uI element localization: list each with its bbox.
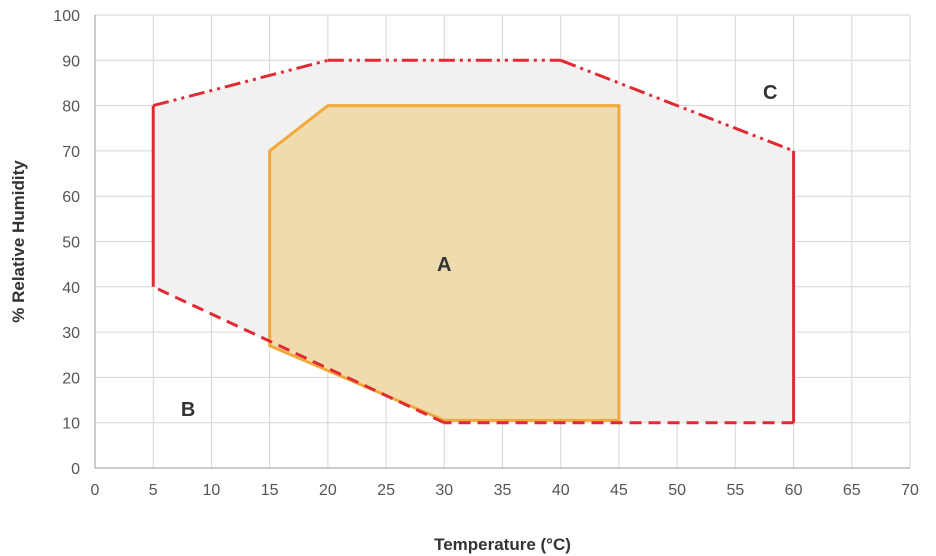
boundary-lower <box>152 285 445 425</box>
y-tick-label: 40 <box>62 280 80 297</box>
x-tick-label: 5 <box>149 482 158 499</box>
x-axis-title: Temperature (°C) <box>434 535 571 554</box>
y-tick-label: 20 <box>62 370 80 387</box>
annotations: A B C <box>181 82 778 421</box>
x-tick-label: 15 <box>261 482 279 499</box>
x-tick-label: 50 <box>668 482 686 499</box>
y-axis-title: % Relative Humidity <box>9 160 28 323</box>
y-tick-label: 10 <box>62 416 80 433</box>
region-label-a: A <box>437 254 451 276</box>
y-tick-label: 30 <box>62 325 80 342</box>
x-tick-label: 55 <box>726 482 744 499</box>
y-tick-label: 50 <box>62 235 80 252</box>
region-a-boundary <box>268 104 621 422</box>
boundary-upper <box>560 58 795 153</box>
region-label-b: B <box>181 399 195 421</box>
y-tick-label: 0 <box>71 461 80 478</box>
x-tick-label: 45 <box>610 482 628 499</box>
y-tick-label: 80 <box>62 99 80 116</box>
region-label-c: C <box>763 82 777 104</box>
x-tick-label: 30 <box>435 482 453 499</box>
x-tick-label: 65 <box>843 482 861 499</box>
boundary-upper <box>152 58 329 108</box>
y-axis-ticks: 0 10 20 30 40 50 60 70 80 90 100 <box>53 8 80 478</box>
y-tick-label: 90 <box>62 53 80 70</box>
y-tick-label: 60 <box>62 189 80 206</box>
y-tick-label: 70 <box>62 144 80 161</box>
x-tick-label: 0 <box>91 482 100 499</box>
x-tick-label: 40 <box>552 482 570 499</box>
x-axis-ticks: 0 5 10 15 20 25 30 35 40 45 50 55 60 65 70 <box>91 482 919 499</box>
x-tick-label: 10 <box>203 482 221 499</box>
x-tick-label: 70 <box>901 482 919 499</box>
y-tick-label: 100 <box>53 8 80 25</box>
x-tick-label: 20 <box>319 482 337 499</box>
x-tick-label: 60 <box>785 482 803 499</box>
x-tick-label: 35 <box>494 482 512 499</box>
regions <box>151 58 796 425</box>
x-tick-label: 25 <box>377 482 395 499</box>
